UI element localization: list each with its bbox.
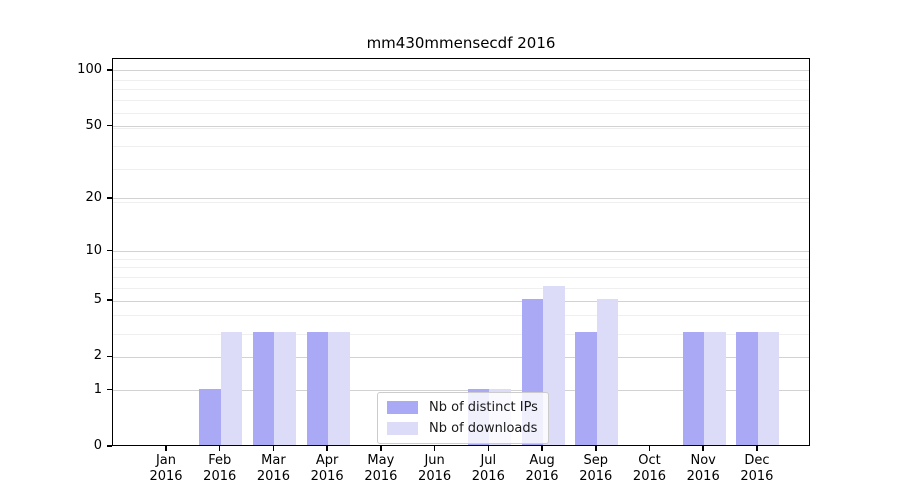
x-tick-mark	[541, 446, 543, 451]
y-tick-mark	[107, 445, 112, 447]
x-tick-label-may: May 2016	[364, 453, 398, 484]
x-tick-mark	[756, 446, 758, 451]
major-gridline	[113, 126, 809, 128]
y-tick-label: 5	[93, 292, 102, 308]
major-gridline	[113, 251, 809, 253]
minor-gridline	[113, 277, 809, 279]
legend-item-downloads: Nb of downloads	[387, 421, 538, 436]
y-tick-label: 1	[93, 381, 102, 397]
bar-distinct-ips-nov	[682, 332, 705, 445]
y-tick-label: 50	[85, 117, 102, 133]
bar-downloads-mar	[274, 332, 296, 445]
minor-gridline	[113, 100, 809, 102]
bar-distinct-ips-feb	[199, 388, 221, 445]
bar-downloads-dec	[757, 332, 780, 445]
x-tick-label-feb: Feb 2016	[203, 453, 237, 484]
y-tick-label: 10	[85, 242, 102, 258]
y-tick-mark	[107, 69, 112, 71]
minor-gridline	[113, 145, 809, 147]
x-tick-label-sep: Sep 2016	[579, 453, 613, 484]
x-tick-mark	[487, 446, 490, 451]
major-gridline	[113, 356, 809, 358]
x-tick-label-mar: Mar 2016	[256, 453, 290, 484]
plot-area	[112, 58, 810, 446]
y-tick-mark	[107, 299, 112, 301]
legend-swatch-distinct-ips	[387, 401, 418, 414]
bar-distinct-ips-dec	[736, 332, 758, 445]
major-gridline	[113, 70, 809, 72]
minor-gridline	[113, 333, 809, 335]
minor-gridline	[113, 79, 809, 81]
x-tick-mark	[272, 446, 275, 451]
x-tick-label-jun: Jun 2016	[418, 453, 452, 484]
minor-gridline	[113, 267, 809, 269]
y-tick-mark	[107, 124, 112, 127]
bar-distinct-ips-apr	[306, 332, 329, 445]
y-tick-mark	[107, 197, 112, 199]
bar-distinct-ips-mar	[252, 332, 275, 445]
x-tick-label-nov: Nov 2016	[686, 453, 720, 484]
minor-gridline	[113, 258, 809, 260]
major-gridline	[113, 300, 809, 302]
y-tick-mark	[107, 355, 112, 358]
legend: Nb of distinct IPs Nb of downloads	[377, 392, 549, 444]
y-tick-mark	[107, 249, 112, 252]
minor-gridline	[113, 169, 809, 171]
minor-gridline	[113, 287, 809, 289]
bar-downloads-sep	[596, 299, 619, 445]
plot-canvas	[113, 59, 809, 445]
x-tick-mark	[595, 446, 597, 451]
x-tick-mark	[326, 446, 328, 451]
minor-gridline	[113, 112, 809, 114]
x-tick-label-dec: Dec 2016	[740, 453, 774, 484]
x-tick-label-oct: Oct 2016	[632, 453, 667, 484]
y-tick-label: 100	[77, 61, 102, 77]
y-tick-label: 0	[93, 438, 102, 453]
major-gridline	[113, 198, 809, 200]
x-tick-label-jul: Jul 2016	[471, 453, 505, 484]
legend-swatch-downloads	[387, 422, 418, 435]
x-tick-mark	[702, 446, 704, 451]
minor-gridline	[113, 127, 809, 129]
x-tick-mark	[648, 446, 651, 451]
minor-gridline	[113, 202, 809, 204]
x-tick-mark	[433, 446, 436, 451]
y-tick-mark	[107, 388, 112, 391]
legend-label-downloads: Nb of downloads	[429, 421, 538, 436]
x-tick-mark	[380, 446, 382, 451]
y-tick-label: 20	[85, 189, 102, 205]
legend-item-distinct-ips: Nb of distinct IPs	[387, 400, 538, 415]
bar-distinct-ips-sep	[575, 332, 597, 445]
x-tick-mark	[165, 446, 167, 451]
bar-downloads-apr	[328, 332, 350, 445]
y-tick-label: 2	[93, 348, 102, 364]
chart-title: mm430mmensecdf 2016	[366, 34, 556, 52]
x-tick-label-apr: Apr 2016	[310, 453, 344, 484]
minor-gridline	[113, 315, 809, 317]
x-tick-label-aug: Aug 2016	[525, 453, 559, 484]
x-tick-mark	[218, 446, 221, 451]
bar-downloads-feb	[220, 332, 243, 445]
major-gridline	[113, 390, 809, 392]
x-tick-label-jan: Jan 2016	[149, 453, 183, 484]
legend-label-distinct-ips: Nb of distinct IPs	[429, 400, 538, 415]
minor-gridline	[113, 89, 809, 91]
bar-downloads-nov	[704, 332, 726, 445]
